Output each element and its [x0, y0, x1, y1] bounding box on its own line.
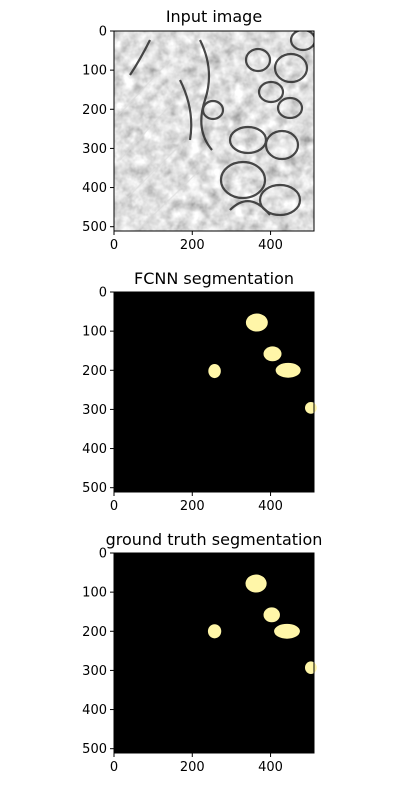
y-tick-label: 100	[82, 325, 107, 340]
y-tick-label: 300	[82, 142, 107, 157]
y-tick-label: 400	[82, 181, 107, 196]
y-tick-label: 200	[82, 625, 107, 640]
segmentation-blob	[304, 401, 317, 414]
segmentation-blob	[304, 661, 317, 674]
segmentation-blob	[208, 364, 221, 379]
y-tick-label: 100	[82, 64, 107, 79]
y-tick-label: 300	[82, 403, 107, 418]
y-tick-label: 200	[82, 364, 107, 379]
axes-frame	[113, 291, 315, 493]
em-image	[114, 31, 314, 231]
segmentation-blob	[245, 574, 267, 593]
y-tick-label: 500	[82, 481, 107, 496]
segmentation-blob	[263, 607, 280, 623]
panel-title: Input image	[166, 7, 262, 26]
segmentation-blob	[245, 313, 268, 332]
x-tick-label: 400	[258, 499, 283, 514]
y-tick-label: 400	[82, 442, 107, 457]
x-tick-label: 0	[110, 760, 118, 775]
panel-input-image: Input image	[82, 7, 315, 253]
y-tick-label: 100	[82, 586, 107, 601]
x-tick-label: 400	[258, 760, 283, 775]
panel-title: ground truth segmentation	[106, 530, 323, 549]
y-tick-label: 500	[82, 220, 107, 235]
segmentation-blob	[274, 623, 300, 639]
segmentation-background	[114, 553, 314, 753]
segmentation-blob	[263, 346, 282, 362]
x-tick-label: 200	[180, 499, 205, 514]
y-tick-label: 0	[99, 25, 107, 40]
x-tick-label: 0	[110, 238, 118, 253]
x-tick-label: 200	[180, 760, 205, 775]
y-tick-label: 400	[82, 703, 107, 718]
panel-ground-truth-segmentation: ground truth segmentation 0 200 400 0 100 200…	[82, 530, 322, 775]
x-tick-label: 400	[258, 238, 283, 253]
y-tick-label: 0	[99, 547, 107, 562]
panel-fcnn-segmentation: FCNN segmentation 0 200 400 0 100 200 300 400 50…	[82, 269, 317, 514]
y-tick-label: 300	[82, 664, 107, 679]
segmentation-blob	[207, 624, 222, 639]
panel-title: FCNN segmentation	[134, 269, 294, 288]
segmentation-background	[114, 292, 314, 492]
axes-frame	[113, 30, 315, 232]
y-tick-label: 0	[99, 286, 107, 301]
x-tick-label: 200	[180, 238, 205, 253]
x-tick-label: 0	[110, 499, 118, 514]
axes-frame	[113, 552, 315, 754]
y-tick-label: 500	[82, 742, 107, 757]
segmentation-blob	[275, 362, 301, 378]
y-tick-label: 200	[82, 103, 107, 118]
